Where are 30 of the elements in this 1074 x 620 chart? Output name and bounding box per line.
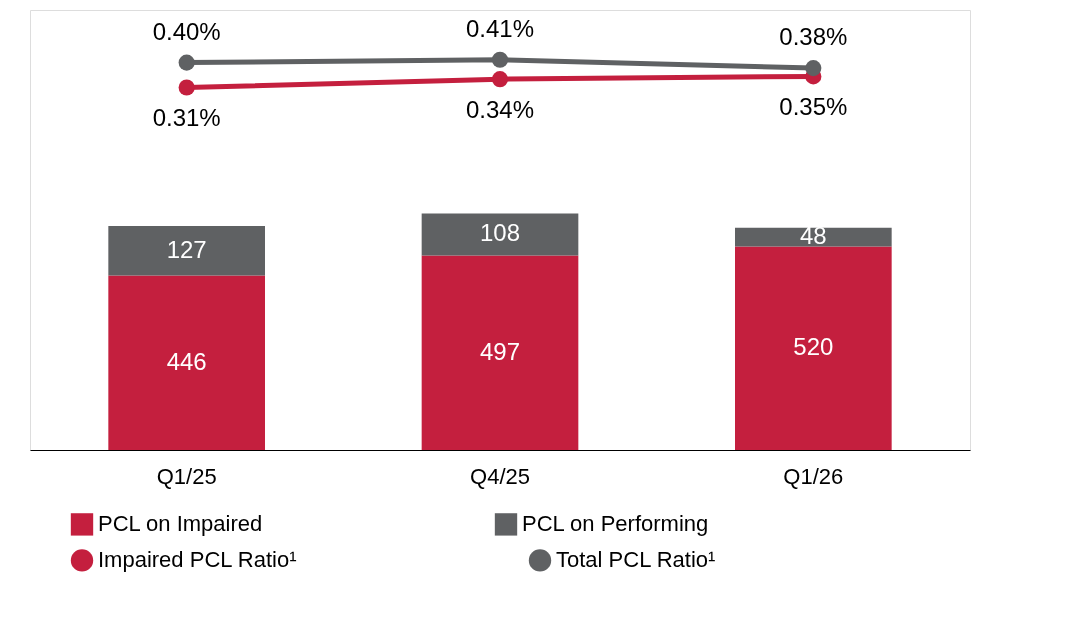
data-label: 0.31%: [152, 104, 221, 132]
bar: [735, 227, 892, 247]
point: [178, 54, 195, 71]
bar: [421, 255, 579, 450]
data-label: 48: [799, 222, 827, 250]
x-tick-label: Q1/26: [783, 463, 844, 489]
point: [491, 71, 509, 88]
data-label: 127: [166, 235, 207, 263]
x-tick-label: Q4/25: [470, 463, 530, 489]
data-label: 520: [793, 333, 834, 361]
data-label: 108: [479, 219, 521, 247]
legend-label: PCL on Performing: [522, 511, 709, 537]
point: [491, 51, 509, 68]
point: [805, 60, 822, 77]
legend-label: PCL on Impaired: [98, 511, 263, 537]
data-label: 0.41%: [465, 14, 535, 42]
data-label: 446: [166, 347, 207, 375]
data-label: 0.35%: [779, 93, 848, 121]
bar: [108, 275, 265, 450]
legend-label: Impaired PCL Ratio¹: [98, 547, 297, 573]
data-label: 0.38%: [779, 23, 848, 51]
data-label: 0.34%: [465, 96, 535, 124]
bar: [735, 246, 892, 450]
legend-label: Total PCL Ratio¹: [556, 547, 716, 573]
data-label: 497: [479, 337, 521, 365]
data-label: 0.40%: [152, 17, 221, 45]
bar: [108, 225, 265, 276]
bar: [421, 213, 579, 256]
x-tick-label: Q1/25: [156, 463, 217, 489]
point: [178, 79, 195, 96]
